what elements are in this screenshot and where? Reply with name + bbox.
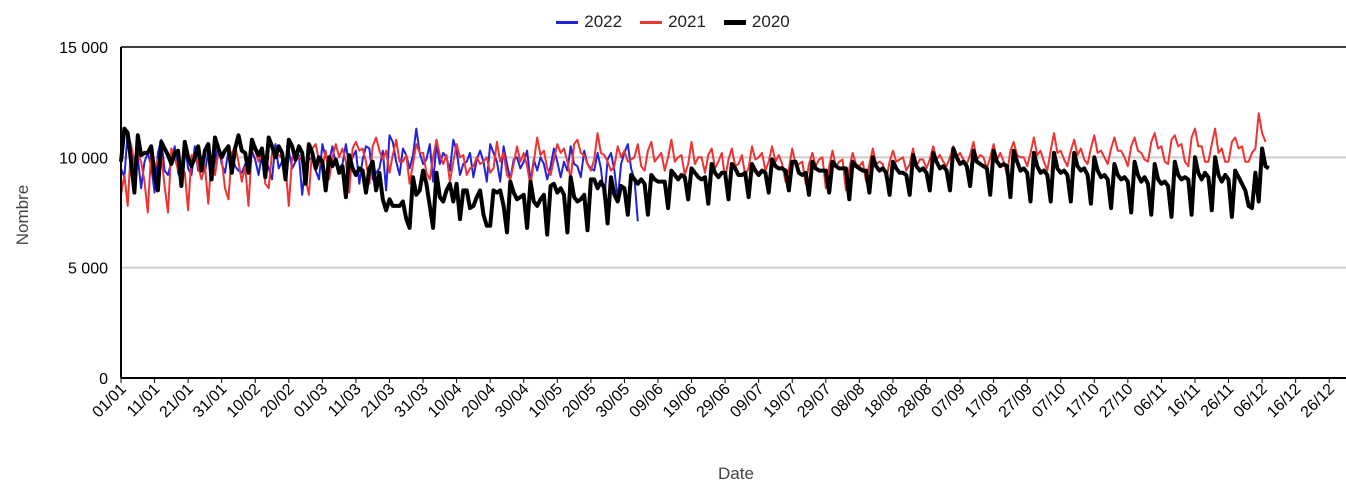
y-tick-label: 0 xyxy=(99,371,108,388)
y-tick-labels: 0 5 000 10 000 15 000 xyxy=(59,40,108,388)
x-tick-label: 16/12 xyxy=(1264,381,1304,421)
x-tick-label: 29/07 xyxy=(794,381,834,421)
y-tick-label: 15 000 xyxy=(59,40,108,57)
series-line-2022 xyxy=(120,127,639,222)
x-tick-label: 09/07 xyxy=(727,381,767,421)
x-tick-label: 16/11 xyxy=(1164,381,1204,421)
x-tick-label: 09/06 xyxy=(626,381,666,421)
x-tick-label: 21/01 xyxy=(157,381,197,421)
x-tick-label: 17/10 xyxy=(1063,381,1103,421)
x-tick-label: 18/08 xyxy=(861,381,901,421)
legend-label-2020: 2020 xyxy=(751,12,790,31)
x-tick-label: 28/08 xyxy=(895,381,935,421)
legend-swatch-2022 xyxy=(556,20,579,24)
x-tick-label: 20/05 xyxy=(559,381,599,421)
x-tick-label: 20/02 xyxy=(257,381,297,421)
x-tick-label: 30/04 xyxy=(492,381,532,421)
series-line-2020 xyxy=(119,126,1270,237)
legend-label-2022: 2022 xyxy=(584,12,623,31)
legend-swatch-2021 xyxy=(640,20,663,24)
y-tick-label: 10 000 xyxy=(59,150,108,167)
y-tick-label: 5 000 xyxy=(68,261,108,278)
x-tick-label: 27/10 xyxy=(1096,381,1136,421)
x-tick-label: 06/12 xyxy=(1231,381,1271,421)
x-tick-label: 11/01 xyxy=(124,381,164,421)
chart-legend: 2022 2021 2020 xyxy=(0,12,1346,32)
x-tick-label: 17/09 xyxy=(962,381,1002,421)
legend-label-2021: 2021 xyxy=(668,12,706,31)
legend-swatch-2020 xyxy=(723,19,746,25)
x-tick-label: 26/11 xyxy=(1198,381,1238,421)
x-tick-label: 10/05 xyxy=(526,381,566,421)
x-tick-label: 31/01 xyxy=(190,381,230,421)
x-tick-label: 19/07 xyxy=(761,381,801,421)
x-tick-label: 10/02 xyxy=(224,381,264,421)
x-tick-label: 01/03 xyxy=(291,381,331,421)
legend-item-2021[interactable]: 2021 xyxy=(640,12,706,32)
x-tick-label: 07/10 xyxy=(1029,381,1069,421)
x-tick-label: 26/12 xyxy=(1298,381,1338,421)
x-tick-label: 07/09 xyxy=(928,381,968,421)
x-tick-label: 21/03 xyxy=(358,381,398,421)
legend-item-2022[interactable]: 2022 xyxy=(556,12,622,32)
x-tick-label: 08/08 xyxy=(828,381,868,421)
x-tick-label: 10/04 xyxy=(425,381,465,421)
x-axis-title: Date xyxy=(718,464,754,480)
x-tick-label: 30/05 xyxy=(593,381,633,421)
x-tick-label: 31/03 xyxy=(392,381,432,421)
legend-item-2020[interactable]: 2020 xyxy=(723,12,790,32)
x-tick-label: 29/06 xyxy=(694,381,734,421)
x-tick-label: 27/09 xyxy=(996,381,1036,421)
x-tick-label: 01/01 xyxy=(89,381,129,421)
x-tick-label: 20/04 xyxy=(459,381,499,421)
x-tick-label: 06/11 xyxy=(1131,381,1171,421)
axes xyxy=(120,47,1346,379)
series-layer xyxy=(119,112,1270,237)
y-axis-title: Nombre xyxy=(13,185,32,245)
x-tick-label: 11/03 xyxy=(325,381,365,421)
x-tick-label: 19/06 xyxy=(660,381,700,421)
x-tick-labels: 01/0111/0121/0131/0110/0220/0201/0311/03… xyxy=(89,378,1338,421)
